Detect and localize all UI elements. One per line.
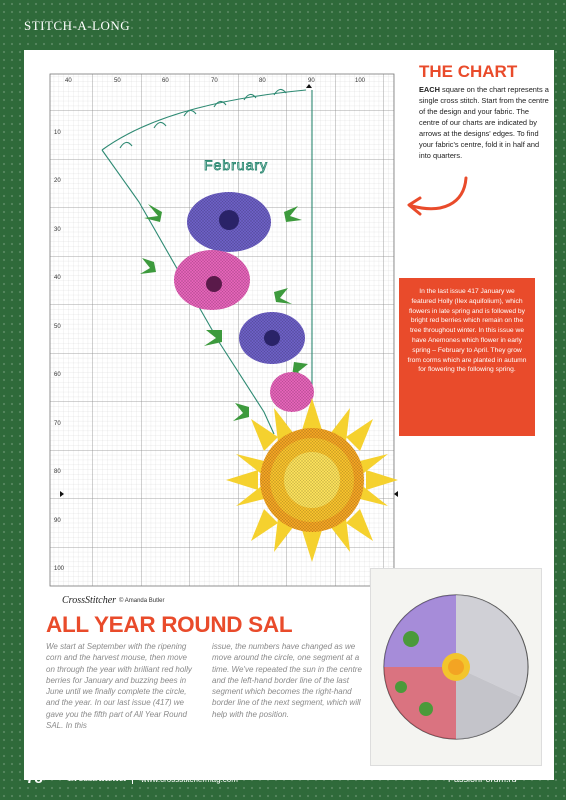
header-bar: STITCH-A-LONG [0, 0, 566, 50]
the-chart-lead: EACH [419, 85, 440, 94]
finished-design-thumbnail [370, 568, 542, 766]
anemone-pink-1 [174, 250, 250, 310]
anemone-purple-2 [239, 312, 305, 364]
curved-arrow-icon [407, 176, 468, 216]
center-arrow-top [306, 84, 312, 88]
sun-motif [226, 398, 398, 562]
x-tick-labels: 40 50 60 70 80 90 100 [65, 78, 366, 84]
chart-brand-logo: CrossStitcher [62, 595, 117, 606]
x-tick: 70 [211, 78, 218, 84]
x-tick: 90 [308, 78, 315, 84]
y-tick: 50 [54, 324, 61, 330]
article-column-2: issue, the numbers have changed as we mo… [212, 642, 362, 719]
x-tick: 60 [162, 78, 169, 84]
page-number: 78 [26, 770, 43, 787]
center-arrow-left [60, 491, 64, 497]
chart-credit: © Amanda Butler [119, 598, 165, 604]
cross-stitch-chart: 40 50 60 70 80 90 100 10 20 30 40 50 60 … [44, 62, 404, 606]
footer-divider [132, 772, 133, 784]
watermark: PassionForum.ru [448, 774, 517, 784]
x-tick: 50 [114, 78, 121, 84]
leaves [140, 204, 308, 421]
anemone-purple-1 [187, 192, 271, 252]
y-tick: 100 [54, 566, 65, 572]
info-box: In the last issue 417 January we feature… [399, 278, 535, 436]
article-headline: ALL YEAR ROUND SAL [46, 612, 293, 637]
finished-design-image [383, 594, 529, 740]
the-chart-title: THE CHART [419, 62, 518, 81]
y-tick: 60 [54, 372, 61, 378]
article-column-1: We start at September with the ripening … [46, 642, 192, 731]
chart-grid: 40 50 60 70 80 90 100 10 20 30 40 50 60 … [49, 73, 398, 587]
footer-url: www.crossstitchermag.com [141, 775, 238, 784]
center-arrow-right [394, 491, 398, 497]
y-tick: 90 [54, 518, 61, 524]
y-tick: 20 [54, 178, 61, 184]
footer-brand-logo: CrossStitcher [67, 772, 129, 784]
y-tick: 40 [54, 275, 61, 281]
x-tick: 40 [65, 78, 72, 84]
month-label: February [204, 157, 268, 173]
x-tick: 80 [259, 78, 266, 84]
magazine-page: 40 50 60 70 80 90 100 10 20 30 40 50 60 … [24, 50, 554, 780]
y-tick: 30 [54, 227, 61, 233]
section-label: STITCH-A-LONG [24, 18, 131, 33]
the-chart-text: square on the chart represents a single … [419, 85, 549, 160]
y-tick: 10 [54, 130, 61, 136]
the-chart-body: EACH square on the chart represents a si… [419, 84, 549, 161]
anemone-pink-2 [270, 372, 314, 412]
x-tick: 100 [355, 78, 366, 84]
y-tick: 70 [54, 421, 61, 427]
y-tick-labels: 10 20 30 40 50 60 70 80 90 100 [54, 130, 65, 572]
y-tick: 80 [54, 469, 61, 475]
